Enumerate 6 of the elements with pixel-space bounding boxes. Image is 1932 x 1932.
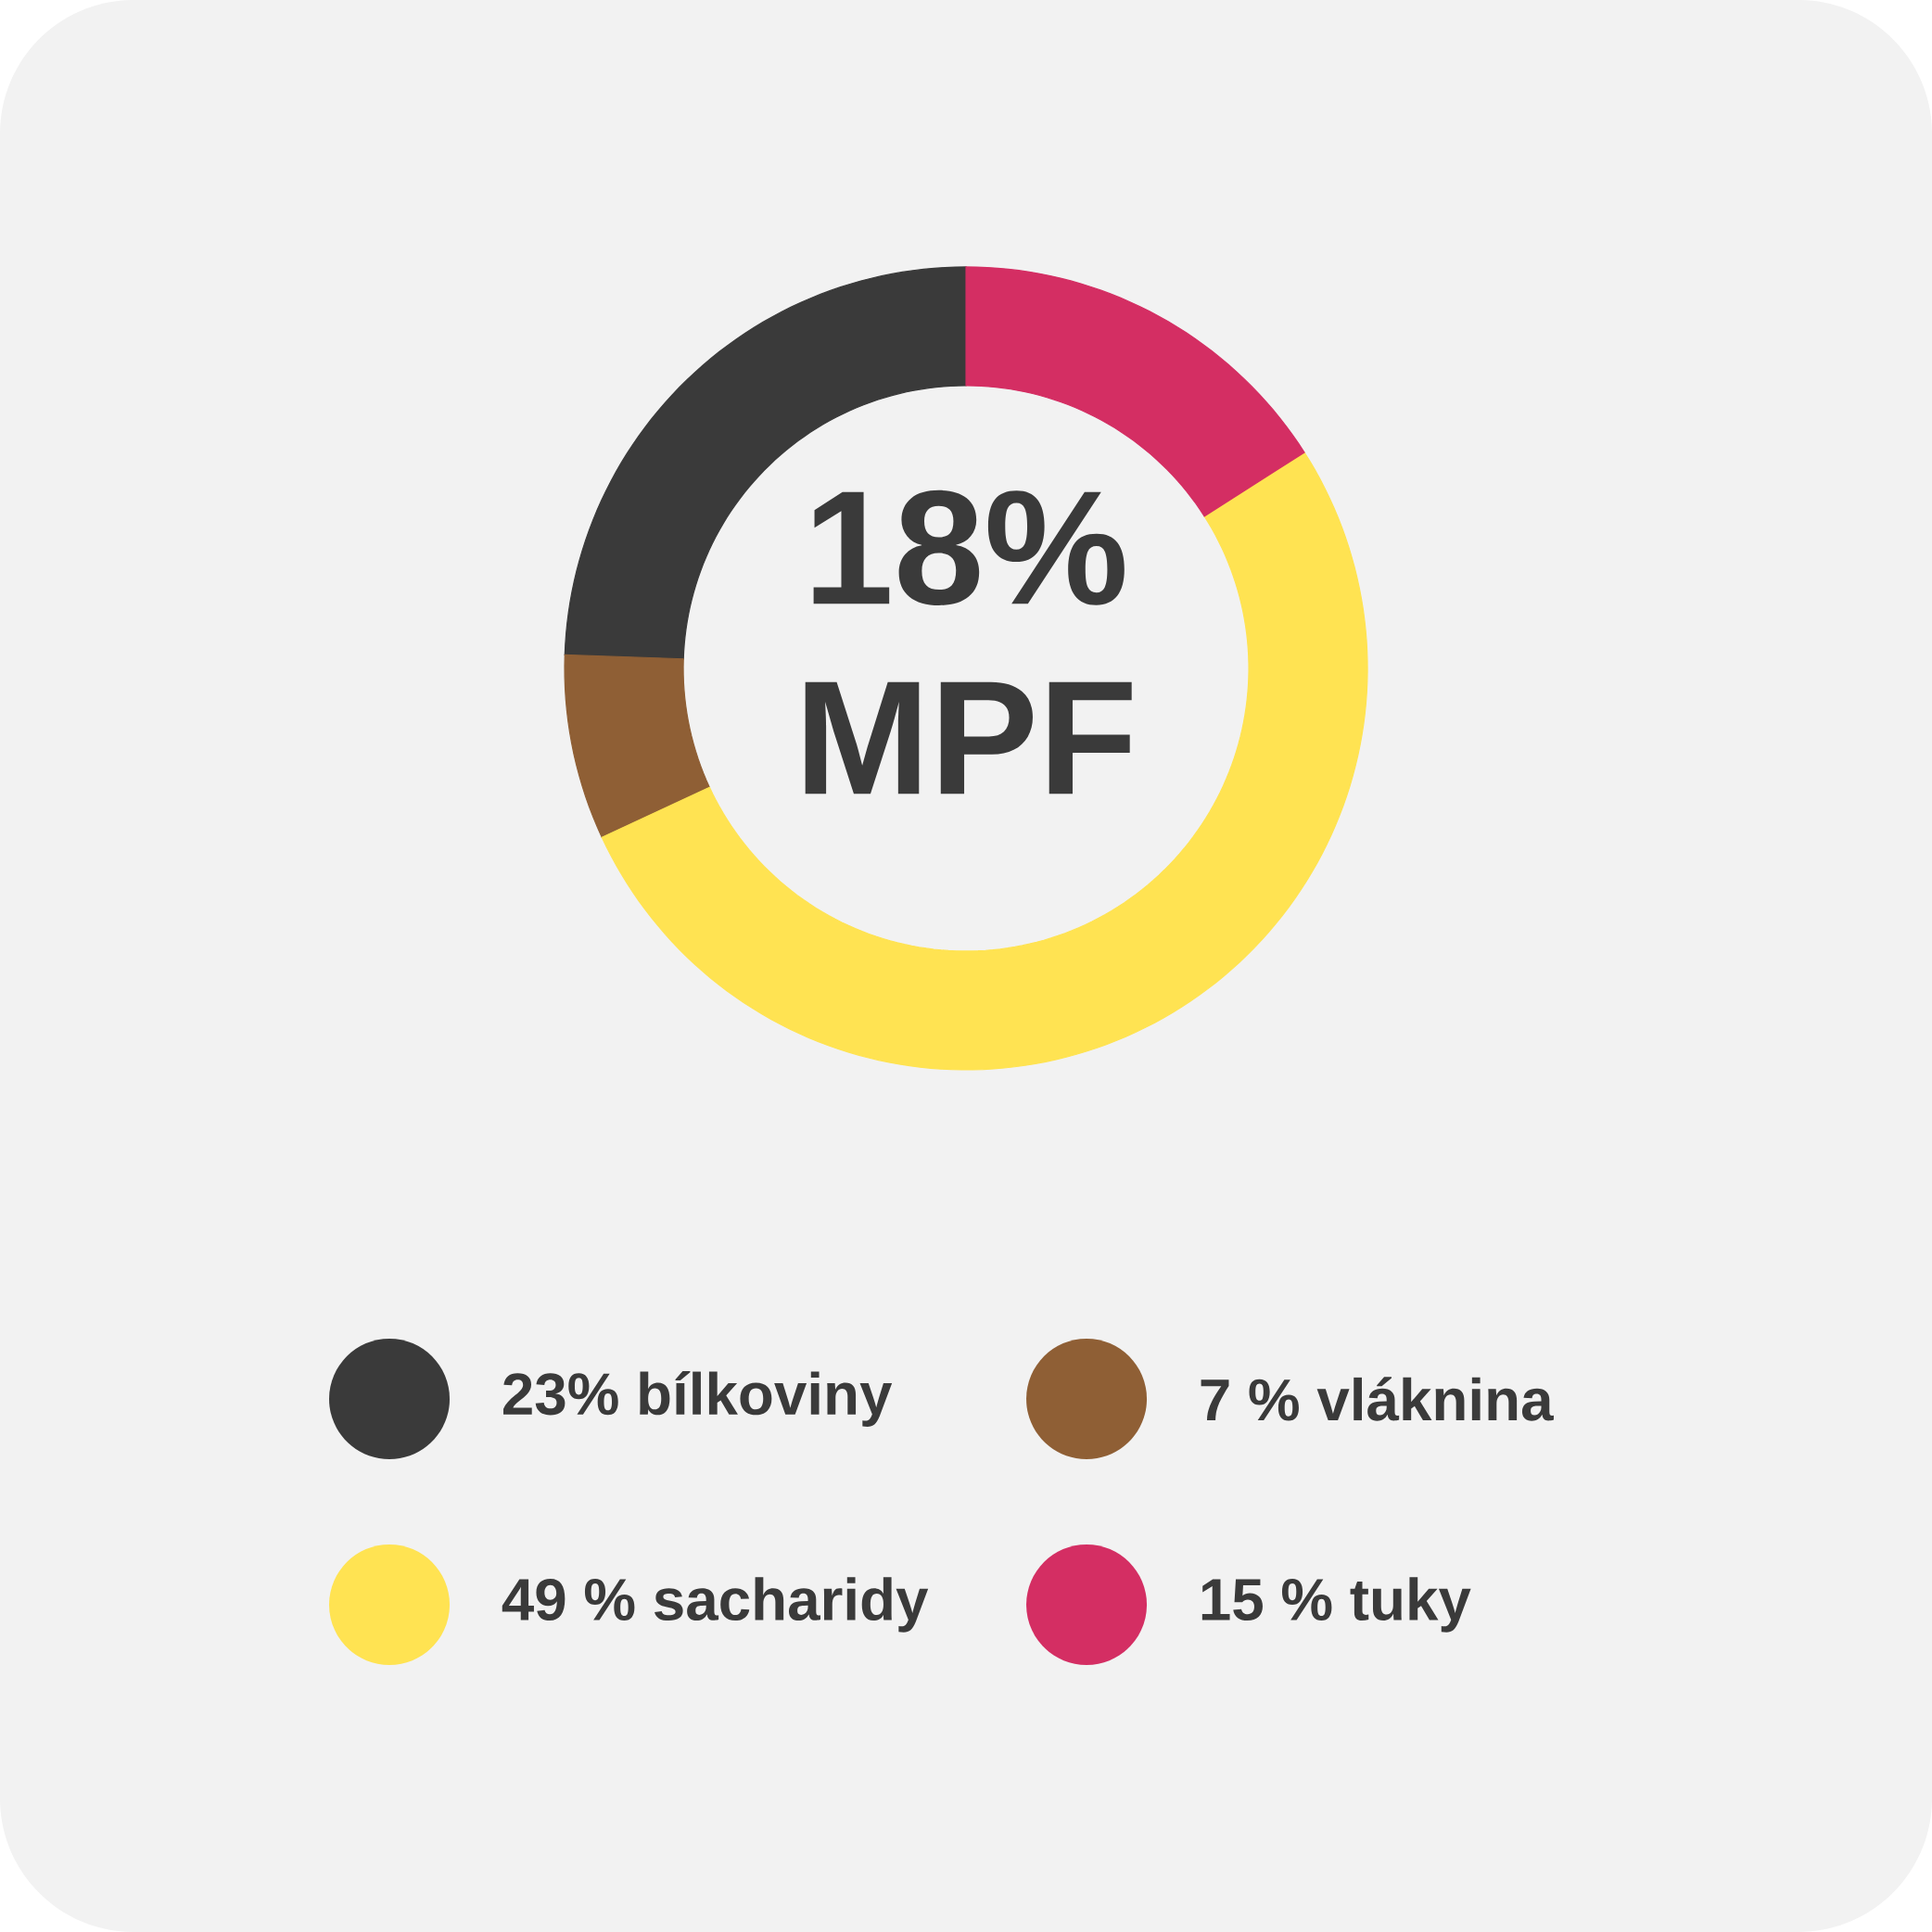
legend-label: 15 % tuky	[1201, 1577, 1471, 1633]
legend-label: 23% bílkoviny	[503, 1370, 893, 1427]
text: MPF	[805, 681, 1132, 794]
legend-label: 7 % vláknina	[1201, 1377, 1554, 1421]
legend-label: 49 % sacharidy	[502, 1577, 929, 1633]
text: 18%	[813, 489, 1125, 605]
